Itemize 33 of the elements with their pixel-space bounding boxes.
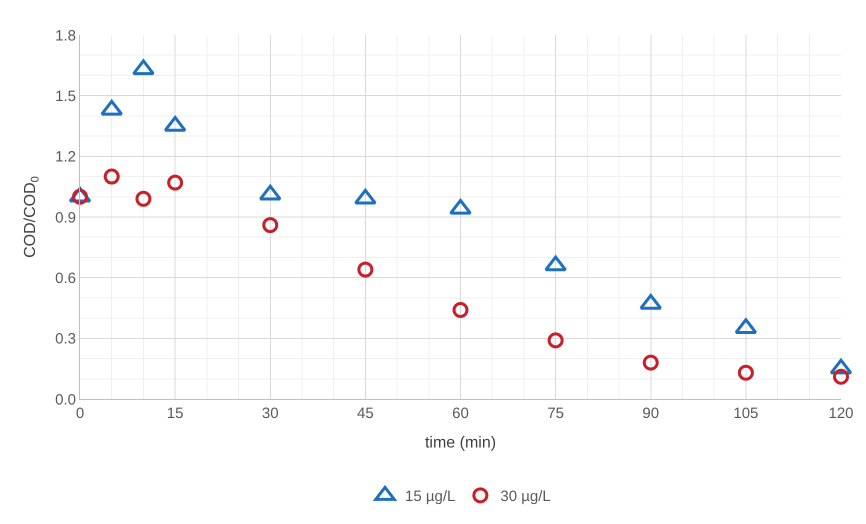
y-tick-label: 1.5	[55, 88, 76, 105]
point	[548, 332, 564, 348]
point	[100, 100, 124, 116]
point	[642, 354, 659, 371]
x-tick-label: 30	[262, 405, 279, 422]
x-tick-label: 105	[733, 405, 758, 422]
point	[132, 59, 155, 76]
x-tick-label: 15	[166, 405, 184, 422]
point	[258, 184, 282, 201]
y-tick-label: 1.2	[55, 148, 76, 166]
point	[449, 198, 472, 215]
point	[72, 188, 88, 205]
point	[452, 302, 468, 318]
x-tick-label: 0	[76, 405, 84, 422]
y-tick-label: 0.6	[55, 270, 76, 287]
legend-label: 30 µg/L	[500, 488, 551, 506]
legend-label: 15 µg/L	[405, 488, 456, 506]
x-axis-title: time (min)	[424, 434, 496, 452]
x-tick-label: 60	[452, 405, 469, 422]
x-tick-label: 75	[547, 405, 564, 422]
point	[354, 188, 377, 205]
y-tick-label: 1.8	[55, 27, 76, 44]
y-tick-label: 0.9	[55, 209, 76, 226]
point	[738, 364, 754, 381]
point	[357, 262, 374, 278]
point	[833, 368, 849, 385]
point	[262, 217, 278, 234]
point	[135, 190, 152, 207]
x-tick-label: 120	[828, 405, 854, 422]
x-tick-label: 90	[642, 405, 660, 422]
y-tick-label: 0.3	[55, 330, 76, 348]
x-tick-label: 45	[357, 405, 374, 422]
y-tick-label: 0.0	[55, 391, 76, 408]
